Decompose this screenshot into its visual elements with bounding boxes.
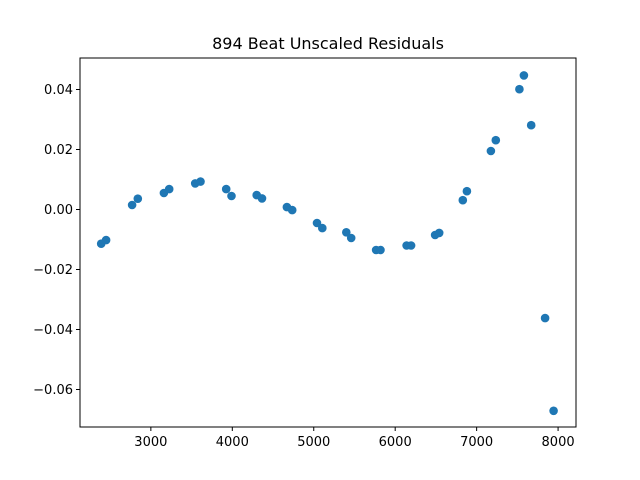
data-point [346,233,356,243]
data-point [221,184,231,194]
data-point [540,313,550,323]
y-tick-label: −0.02 [33,263,73,278]
x-tick-label: 4000 [216,435,249,450]
x-tick-label: 5000 [297,435,330,450]
x-tick-label: 6000 [379,435,412,450]
data-point [164,184,174,194]
y-tick-label: 0.04 [44,83,73,98]
data-point [549,406,558,416]
data-point [287,205,297,215]
data-points [96,71,558,416]
y-axis: −0.06 −0.04 −0.02 0.00 0.02 0.04 [33,83,80,398]
y-tick-label: −0.06 [33,383,73,398]
data-point [318,223,327,233]
x-axis: 3000 4000 5000 6000 7000 8000 [134,427,575,450]
data-point [133,194,143,203]
data-point [406,241,416,250]
plot-frame [79,57,577,428]
x-tick-label: 8000 [542,435,575,450]
data-point [257,194,267,203]
chart-title: 894 Beat Unscaled Residuals [212,34,444,53]
data-point [312,218,322,228]
y-tick-label: 0.00 [44,203,73,218]
data-point [434,228,444,238]
data-point [227,191,236,201]
data-point [101,235,111,245]
data-point [486,146,496,156]
x-tick-label: 7000 [460,435,493,450]
data-point [458,195,468,205]
data-point [127,200,137,210]
data-point [376,245,385,255]
data-point [526,120,536,130]
data-point [519,71,529,80]
y-tick-label: 0.02 [44,143,73,158]
y-tick-label: −0.04 [33,323,73,338]
data-point [342,228,351,237]
data-point [462,186,472,196]
data-point [515,84,524,94]
x-tick-label: 3000 [134,435,167,450]
data-point [491,135,501,145]
data-point [196,177,205,186]
